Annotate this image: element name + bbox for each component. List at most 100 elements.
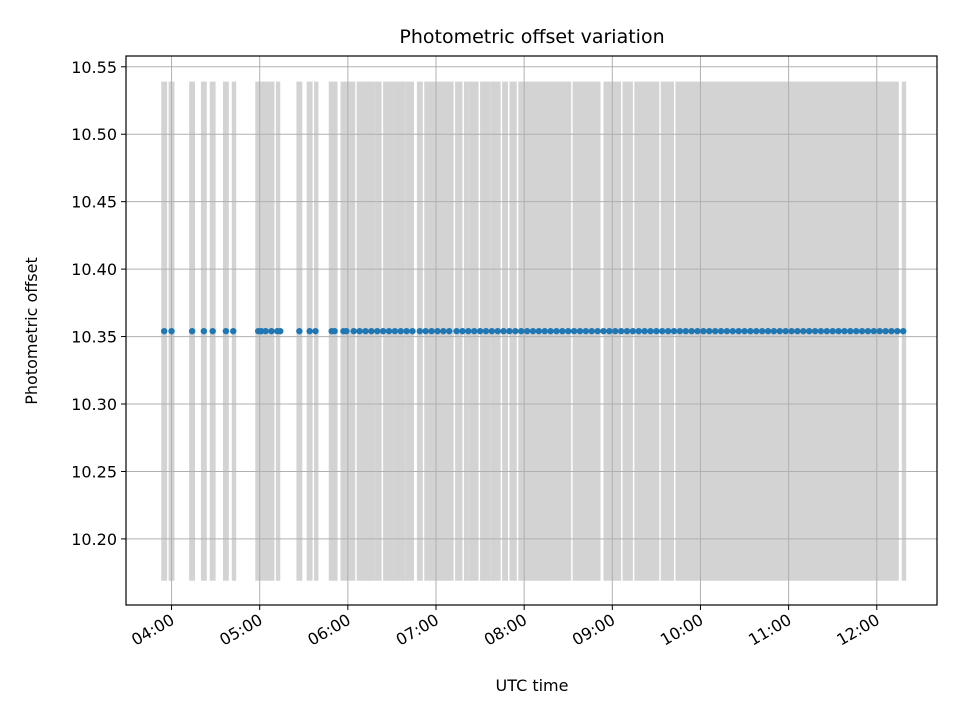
data-point [706, 327, 713, 335]
data-point [606, 327, 613, 335]
data-point [476, 327, 484, 335]
data-point [331, 327, 338, 335]
y-tick-label: 10.55 [71, 58, 117, 77]
data-point [222, 327, 230, 335]
data-point [416, 327, 424, 335]
data-point [582, 327, 590, 335]
data-point [306, 327, 313, 335]
data-point [805, 327, 813, 335]
data-point [612, 327, 619, 335]
data-point [894, 327, 901, 335]
data-point [788, 327, 795, 335]
data-point [629, 327, 637, 335]
data-point [200, 327, 208, 335]
chart-title: Photometric offset variation [399, 26, 664, 48]
data-point [312, 327, 319, 335]
data-point [262, 327, 269, 335]
data-point [882, 327, 889, 335]
data-point [434, 327, 441, 335]
data-point [523, 327, 531, 335]
data-point [729, 327, 736, 335]
data-point [500, 327, 507, 335]
data-point [723, 327, 731, 335]
data-point [446, 327, 453, 335]
data-point [368, 327, 375, 335]
data-point [794, 327, 801, 335]
data-point [753, 327, 760, 335]
y-tick-label: 10.20 [71, 530, 117, 549]
data-point [277, 327, 284, 335]
data-point [374, 327, 381, 335]
data-point [670, 327, 678, 335]
data-point [829, 327, 836, 335]
data-point [758, 327, 766, 335]
data-point [659, 327, 666, 335]
y-tick-label: 10.35 [71, 328, 117, 347]
y-axis-label: Photometric offset [22, 257, 41, 405]
data-point [588, 327, 595, 335]
data-point [488, 327, 496, 335]
data-point [717, 327, 725, 335]
data-point [362, 327, 369, 335]
data-point [350, 327, 357, 335]
data-point [268, 327, 275, 335]
x-axis-label: UTC time [496, 676, 569, 695]
data-point [541, 327, 548, 335]
data-point [547, 327, 554, 335]
data-point [379, 327, 387, 335]
data-point [664, 327, 672, 335]
data-point [635, 327, 642, 335]
data-point [800, 327, 807, 335]
data-point [385, 327, 393, 335]
data-point [900, 327, 907, 335]
y-tick-label: 10.40 [71, 260, 117, 279]
data-point [770, 327, 778, 335]
data-point [711, 327, 719, 335]
data-point [647, 327, 654, 335]
data-point [576, 327, 584, 335]
data-point [694, 327, 701, 335]
data-point [535, 327, 543, 335]
data-point [209, 327, 216, 335]
y-tick-label: 10.25 [71, 462, 117, 481]
data-point [356, 327, 363, 335]
data-point [440, 327, 447, 335]
data-point [565, 327, 572, 335]
data-point [343, 327, 350, 335]
data-point [864, 327, 872, 335]
data-point [617, 327, 625, 335]
data-point [230, 327, 237, 335]
data-point [841, 327, 848, 335]
data-point [847, 327, 854, 335]
data-point [823, 327, 831, 335]
data-point [876, 327, 883, 335]
data-point [570, 327, 578, 335]
data-point [409, 327, 416, 335]
data-point [600, 327, 607, 335]
data-point [741, 327, 748, 335]
y-tick-label: 10.30 [71, 395, 117, 414]
data-point [494, 327, 501, 335]
data-point [459, 327, 466, 335]
data-point [160, 327, 168, 335]
data-point [168, 327, 175, 335]
data-point [688, 327, 695, 335]
data-point [747, 327, 754, 335]
data-point [653, 327, 660, 335]
data-point [641, 327, 648, 335]
y-tick-label: 10.45 [71, 193, 117, 212]
data-point [735, 327, 742, 335]
data-point [553, 327, 560, 335]
data-point [188, 327, 196, 335]
data-point [518, 327, 525, 335]
data-point [682, 327, 689, 335]
data-point [403, 327, 410, 335]
data-point [453, 327, 460, 335]
data-point [506, 327, 513, 335]
plot-frame [125, 55, 938, 606]
data-point [835, 327, 842, 335]
data-point [391, 327, 399, 335]
data-point [465, 327, 472, 335]
data-point [422, 327, 429, 335]
